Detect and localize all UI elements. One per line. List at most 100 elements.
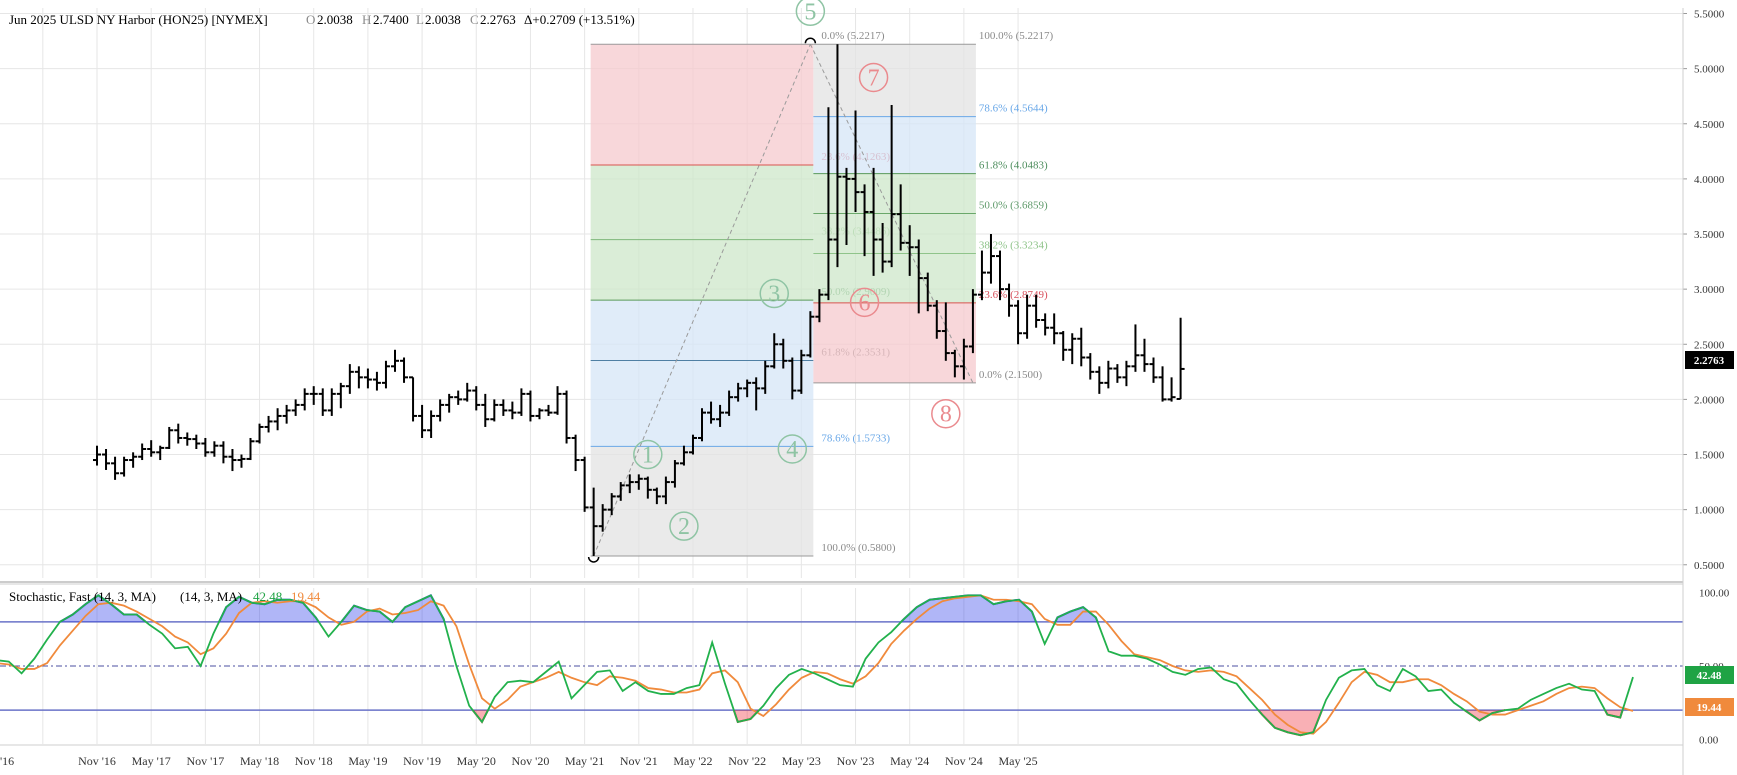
- ohlc-bar: [129, 452, 138, 468]
- time-tick-label: May '23: [782, 754, 821, 768]
- ohlc-bar: [797, 349, 806, 394]
- ohlc-bar: [336, 382, 345, 409]
- ohlc-bar: [625, 474, 634, 494]
- fib-level-label: 100.0% (5.2217): [979, 30, 1054, 42]
- ohlc-bar: [309, 386, 318, 405]
- ohlc-bar: [1140, 338, 1149, 372]
- price-tick-label: 5.5000: [1694, 9, 1725, 21]
- ohlc-bar: [598, 504, 607, 532]
- ohlc-bar: [698, 408, 707, 442]
- ohlc-bar: [156, 445, 165, 461]
- ohlc-bar: [580, 456, 589, 512]
- fib-zone: [813, 44, 976, 117]
- d-tag-bg: [1685, 698, 1734, 716]
- change-value: Δ+0.2709 (+13.51%): [524, 12, 635, 27]
- ohlc-bar: [1158, 366, 1167, 402]
- ohlc-bar: [643, 476, 652, 499]
- ohlc-bar: [1086, 353, 1095, 380]
- time-tick-label: May '20: [457, 754, 496, 768]
- fib-zone: [813, 173, 976, 214]
- ohlc-bar: [102, 449, 111, 470]
- close-label: C: [470, 12, 479, 27]
- ohlc-bar: [1149, 357, 1158, 383]
- time-tick-label: May '25: [998, 754, 1037, 768]
- last-price-tag-label: 2.2763: [1694, 355, 1725, 367]
- high-value: 2.7400: [373, 12, 409, 27]
- wave-number: 5: [804, 0, 816, 25]
- ohlc-bar: [788, 357, 797, 400]
- price-axis: 0.5000 1.0000 1.5000 2.0000 2.5000 3.0000 3.50…: [1683, 9, 1725, 572]
- ohlc-bar: [147, 440, 156, 457]
- ohlc-bar: [661, 476, 670, 505]
- ohlc-bar: [616, 482, 625, 501]
- ohlc-bar: [291, 399, 300, 416]
- ohlc-bar: [418, 404, 427, 438]
- time-tick-label: Nov '16: [78, 754, 116, 768]
- wave-circle: [795, 0, 826, 27]
- ohlc-bar: [679, 445, 688, 466]
- fib-zone: [590, 164, 814, 240]
- last-price-tag: 2.2763: [1685, 351, 1734, 369]
- instrument-title: Jun 2025 ULSD NY Harbor (HON25) [NYMEX]: [9, 12, 268, 27]
- fib-level-label: 0.0% (5.2217): [821, 30, 885, 42]
- ohlc-bar: [761, 360, 770, 394]
- time-tick-label: Nov '17: [186, 754, 224, 768]
- ohlc-bar: [941, 302, 950, 361]
- ohlc-bar: [725, 390, 734, 416]
- wave-label-7: 7: [858, 62, 889, 93]
- oversold-fill: [733, 710, 760, 722]
- ohlc-bar: [318, 388, 327, 416]
- overbought-fill: [901, 595, 1036, 622]
- ohlc-bar: [372, 371, 381, 391]
- time-tick-label: Nov '22: [728, 754, 766, 768]
- time-tick-label: May '22: [673, 754, 712, 768]
- wave-circle: [777, 434, 808, 464]
- fib-zone: [813, 302, 976, 383]
- ohlc-bar: [734, 382, 743, 402]
- ohlc-bar: [201, 437, 210, 457]
- time-tick-label: Nov '24: [945, 754, 983, 768]
- ohlc-bar: [138, 443, 147, 461]
- fib-zone: [590, 239, 814, 301]
- ohlc-bar: [887, 105, 896, 268]
- ohlc-bar: [670, 460, 679, 488]
- ohlc-bar: [390, 349, 399, 372]
- ohlc-bar: [968, 289, 977, 354]
- price-bars[interactable]: [93, 37, 1185, 563]
- ohlc-bar: [707, 401, 716, 424]
- ohlc-bar: [571, 434, 580, 472]
- ohlc-bar: [174, 423, 183, 444]
- ohlc-bar: [237, 454, 246, 468]
- ohlc-bar: [1113, 364, 1122, 383]
- oversold-fill: [472, 710, 489, 722]
- ohlc-bar: [526, 390, 535, 422]
- price-tick-label: 1.5000: [1694, 450, 1725, 462]
- ohlc-bar: [878, 222, 887, 273]
- ohlc-bar: [1077, 327, 1086, 367]
- ohlc-bar: [1176, 317, 1185, 400]
- wave-label-8: 8: [931, 398, 961, 429]
- fib-level-label: 50.0% (3.6859): [979, 200, 1048, 212]
- fib-zone: [813, 213, 976, 254]
- fib-level-label: 100.0% (0.5800): [821, 542, 896, 554]
- ohlc-bar: [1095, 366, 1104, 394]
- ohlc-bar: [445, 393, 454, 413]
- ohlc-bar: [409, 376, 418, 422]
- wave-circle: [759, 278, 789, 309]
- stochastic-d-line: [0, 594, 1634, 735]
- fib-level-label: 38.2% (3.3234): [979, 239, 1048, 251]
- fib-zone: [590, 44, 814, 165]
- fib-zone: [813, 116, 976, 174]
- ohlc-bar: [553, 386, 562, 415]
- time-tick-label: May '18: [240, 754, 279, 768]
- ohlc-bar: [1050, 313, 1059, 345]
- price-tick-label: 2.0000: [1694, 394, 1725, 406]
- ohlc-bar: [688, 434, 697, 455]
- ohlc-bar: [219, 441, 228, 464]
- wave-circle: [858, 62, 889, 93]
- ohlc-bar: [905, 225, 914, 276]
- low-label: L: [416, 12, 424, 27]
- stochastic-d-readout: 19.44: [291, 589, 321, 604]
- ohlc-bar: [986, 234, 995, 284]
